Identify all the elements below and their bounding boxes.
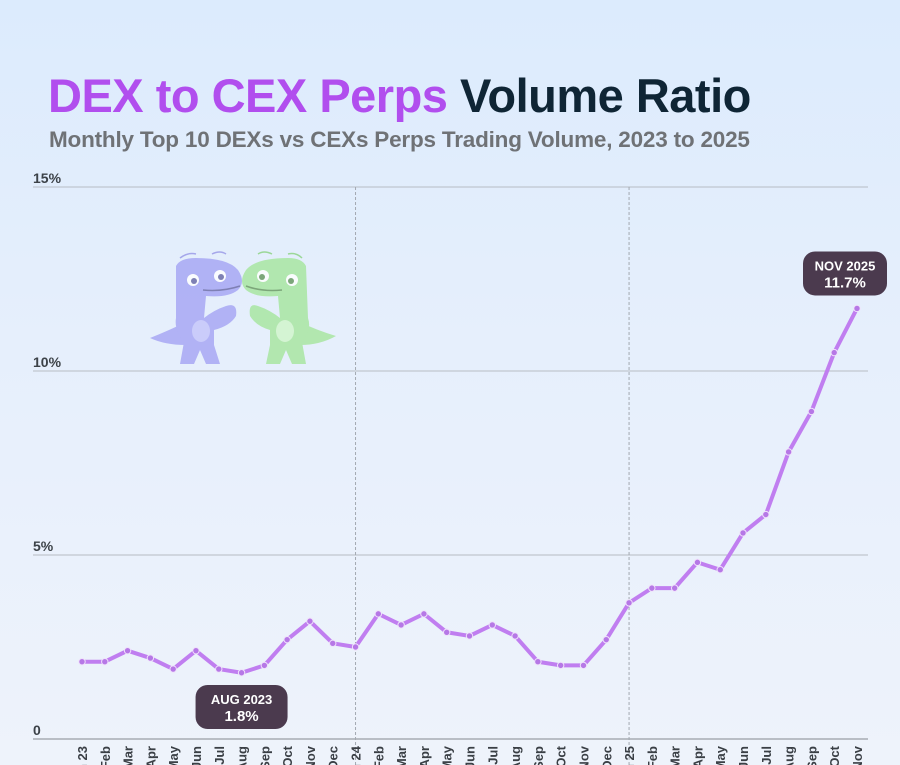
data-point [648, 584, 656, 592]
data-point [693, 558, 702, 567]
x-tick-label: Oct [554, 745, 569, 765]
x-tick-label: Feb [98, 746, 113, 765]
callout-date: NOV 2025 [815, 258, 876, 273]
series-line [80, 306, 859, 675]
x-tick-label: Oct [827, 745, 842, 765]
x-tick-label: Jun [189, 746, 204, 765]
data-point [351, 643, 360, 651]
x-tick-label: Jan 24 [349, 745, 364, 765]
x-tick-label: Jun [736, 746, 751, 765]
x-tick-label: Apr [690, 746, 705, 765]
mascots [150, 251, 336, 364]
data-point [807, 407, 816, 416]
data-point [602, 635, 610, 644]
x-tick-label: Jun [463, 746, 478, 765]
data-point [670, 584, 679, 592]
data-point [534, 658, 542, 666]
x-tick-label: Jul [212, 746, 227, 765]
data-point [192, 646, 200, 655]
x-tick-label: Feb [645, 746, 660, 765]
x-tick-label: May [440, 745, 455, 765]
x-axis: Jan 23 Feb Mar Apr May Jun Jul Aug Sep Oct Nov Dec J… [75, 745, 865, 765]
x-tick-label: Nov [303, 745, 318, 765]
x-tick-label: Nov [576, 745, 591, 765]
x-tick-label: Sep [804, 746, 819, 765]
x-tick-label: Mar [121, 746, 136, 765]
data-point [465, 632, 474, 640]
data-point [146, 654, 155, 662]
y-tick-label: 5% [33, 538, 54, 554]
callout-background [803, 251, 887, 296]
x-tick-label: Oct [280, 745, 295, 765]
data-point [374, 610, 383, 618]
data-point [511, 632, 519, 640]
data-point [260, 661, 269, 670]
y-tick-label: 15% [33, 170, 62, 186]
chart-title: DEX to CEX Perps Volume Ratio [48, 68, 751, 124]
x-tick-label: Aug [782, 746, 797, 765]
chart-title-rest: Volume Ratio [460, 69, 751, 122]
data-point [397, 621, 405, 629]
data-point [329, 639, 337, 648]
y-tick-label: 0 [33, 722, 41, 738]
data-point [78, 658, 86, 666]
data-point [101, 658, 109, 666]
data-point [215, 665, 223, 673]
callout-value: 11.7% [824, 274, 866, 291]
x-tick-label: May [713, 745, 728, 765]
data-point [784, 448, 793, 456]
x-tick-label: Dec [599, 746, 614, 765]
data-point [830, 348, 838, 357]
x-tick-label: Aug [508, 746, 523, 765]
data-point [237, 669, 246, 677]
data-point [762, 510, 770, 519]
data-point [556, 661, 565, 670]
data-point [283, 635, 291, 644]
x-tick-label: Mar [394, 746, 409, 765]
callout-value: 1.8% [224, 708, 258, 725]
x-tick-label: Apr [417, 746, 432, 765]
x-tick-label: Jan 23 [75, 746, 90, 765]
x-tick-label: Mar [668, 746, 683, 765]
chart-title-accent: DEX to CEX Perps [48, 69, 448, 122]
data-point [123, 646, 132, 655]
gridlines [33, 186, 868, 740]
y-axis: 0 5% 10% 15% [33, 170, 62, 738]
x-tick-label: Sep [257, 746, 272, 765]
data-point [306, 617, 314, 625]
callout-date: AUG 2023 [211, 692, 272, 707]
green-lizard-mascot-icon [242, 251, 336, 364]
purple-lizard-mascot-icon [150, 251, 242, 364]
data-point [579, 661, 588, 670]
data-point [443, 628, 451, 636]
data-point [169, 665, 177, 673]
data-point [625, 599, 633, 607]
x-tick-label: Dec [326, 746, 341, 765]
x-tick-label: Feb [371, 746, 386, 765]
data-point [739, 529, 747, 537]
chart-subtitle: Monthly Top 10 DEXs vs CEXs Perps Tradin… [49, 127, 750, 152]
data-point [853, 304, 861, 313]
data-point [716, 566, 724, 574]
callout-background [195, 685, 288, 729]
x-tick-label: Jul [485, 746, 500, 765]
data-point [488, 621, 496, 629]
x-tick-label: Apr [143, 746, 158, 765]
x-tick-label: May [166, 745, 181, 765]
year-dividers [355, 187, 630, 765]
x-tick-label: Jul [759, 746, 774, 765]
x-tick-label: Nov [850, 745, 865, 765]
x-tick-label: Aug [235, 746, 250, 765]
series [78, 304, 861, 677]
data-point [420, 610, 428, 618]
x-tick-label: Sep [531, 746, 546, 765]
y-tick-label: 10% [33, 354, 62, 370]
x-tick-label: Jan 25 [622, 746, 637, 765]
